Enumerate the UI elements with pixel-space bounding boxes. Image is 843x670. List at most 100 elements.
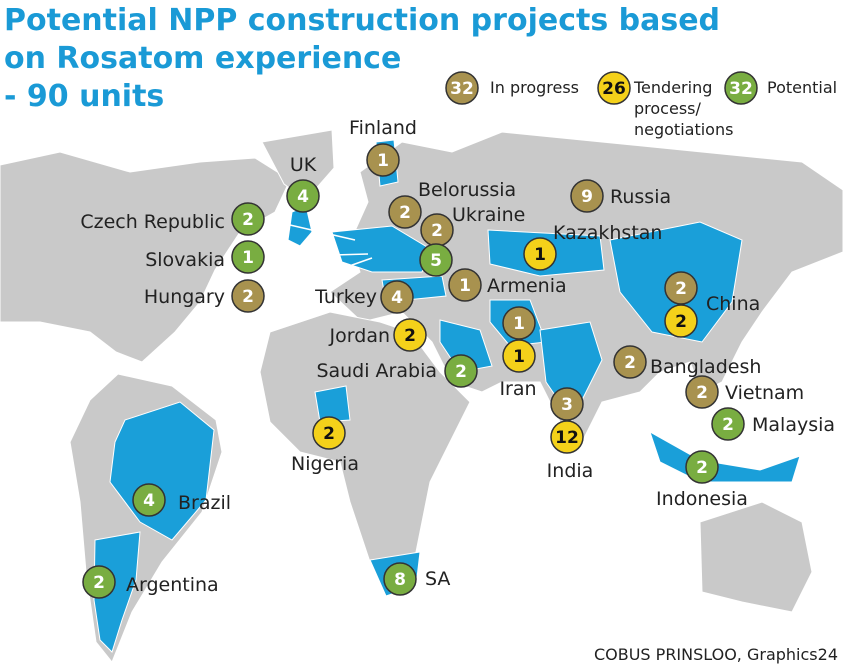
country-marker: Vietnam 2 [685, 375, 804, 409]
country-name: Vietnam [725, 382, 804, 404]
country-marker: Bangladesh 2 [613, 345, 761, 379]
count-label: 1 [534, 245, 546, 265]
count-badge [231, 240, 265, 274]
nigeria-shape [314, 385, 351, 423]
country-name: Saudi Arabia [316, 360, 437, 382]
country-name: Hungary [144, 286, 225, 308]
leader-line [263, 257, 373, 297]
count-badge [286, 179, 320, 213]
count-label: 2 [675, 312, 687, 332]
title-line: Potential NPP construction projects base… [4, 3, 720, 38]
country-marker: Brazil 4 [132, 483, 231, 517]
count-badge [445, 71, 479, 105]
legend: 32 In progress 26 Tendering process/negotiat… [445, 71, 837, 139]
legend-label: process/ [634, 99, 701, 118]
count-label: 32 [450, 79, 474, 99]
count-badge [523, 237, 557, 271]
count-label: 9 [581, 187, 593, 207]
country-name: Kazakhstan [553, 222, 662, 244]
count-label: 2 [399, 203, 411, 223]
count-badge [724, 71, 758, 105]
country-marker: SA 8 [383, 562, 450, 596]
country-marker: Saudi Arabia 2 [316, 354, 478, 388]
country-name: Slovakia [145, 249, 225, 271]
count-badge [664, 304, 698, 338]
legend-label: negotiations [634, 120, 733, 139]
country-marker: Argentina 2 [82, 565, 219, 599]
count-badge [366, 143, 400, 177]
country-name: Malaysia [752, 414, 835, 436]
country-name: Brazil [178, 492, 231, 514]
country-marker: Czech Republic 2 [80, 202, 356, 241]
count-label: 4 [143, 491, 155, 511]
count-badge [383, 562, 417, 596]
country-marker: Kazakhstan 1 [523, 222, 662, 271]
country-marker: Nigeria 2 [291, 416, 359, 475]
country-name: India [547, 460, 594, 482]
leader-line [263, 253, 369, 258]
count-badge [82, 565, 116, 599]
greenland [261, 129, 335, 201]
count-badge [502, 339, 536, 373]
count-badge [380, 280, 414, 314]
count-label: 2 [323, 424, 335, 444]
count-badge [570, 179, 604, 213]
count-badge [597, 71, 631, 105]
country-marker: Finland 1 [349, 117, 417, 177]
count-badge [132, 483, 166, 517]
country-name: China [706, 293, 760, 315]
count-badge [444, 354, 478, 388]
country-name: Russia [610, 186, 671, 208]
count-label: 4 [297, 187, 309, 207]
count-label: 4 [391, 288, 403, 308]
count-badge [419, 243, 453, 277]
country-name: Ukraine [452, 204, 525, 226]
count-badge [711, 407, 745, 441]
count-label: 1 [513, 347, 525, 367]
credit: COBUS PRINSLOO, Graphics24 [594, 645, 838, 664]
country-marker: China 2 2 [664, 271, 760, 338]
count-label: 1 [513, 314, 525, 334]
country-marker: Jordan 2 [329, 318, 427, 352]
country-marker: Ukraine 2 [420, 204, 525, 247]
country-marker: 5 [419, 243, 453, 277]
count-badge [312, 416, 346, 450]
count-label: 2 [431, 221, 443, 241]
title-line: - 90 units [4, 79, 164, 114]
country-name: Nigeria [291, 453, 359, 475]
count-label: 2 [242, 287, 254, 307]
country-name: Bangladesh [650, 356, 761, 378]
count-label: 1 [377, 151, 389, 171]
count-badge [550, 420, 584, 454]
count-badge [613, 345, 647, 379]
count-badge [664, 271, 698, 305]
count-badge [550, 387, 584, 421]
count-label: 1 [242, 248, 254, 268]
count-badge [231, 202, 265, 236]
count-label: 3 [561, 395, 573, 415]
country-marker: Iran 1 1 [499, 306, 537, 400]
count-label: 2 [404, 326, 416, 346]
country-marker: Hungary 2 [144, 257, 373, 313]
country-name: Finland [349, 117, 417, 139]
north-america [0, 151, 291, 363]
country-name: Jordan [329, 325, 390, 347]
count-label: 2 [722, 415, 734, 435]
australia [699, 501, 813, 613]
country-name: Belorussia [418, 179, 516, 201]
country-name: Iran [499, 378, 536, 400]
country-marker: Armenia 1 [448, 268, 567, 302]
count-badge [388, 195, 422, 229]
count-label: 2 [242, 210, 254, 230]
country-name: UK [290, 154, 317, 176]
country-marker: Belorussia 2 [388, 179, 516, 229]
country-marker: Slovakia 1 [145, 240, 369, 274]
count-label: 1 [459, 276, 471, 296]
count-badge [685, 375, 719, 409]
country-marker: India 3 12 [547, 387, 594, 482]
legend-label: In progress [490, 78, 579, 97]
count-label: 5 [430, 251, 442, 271]
count-label: 2 [93, 573, 105, 593]
